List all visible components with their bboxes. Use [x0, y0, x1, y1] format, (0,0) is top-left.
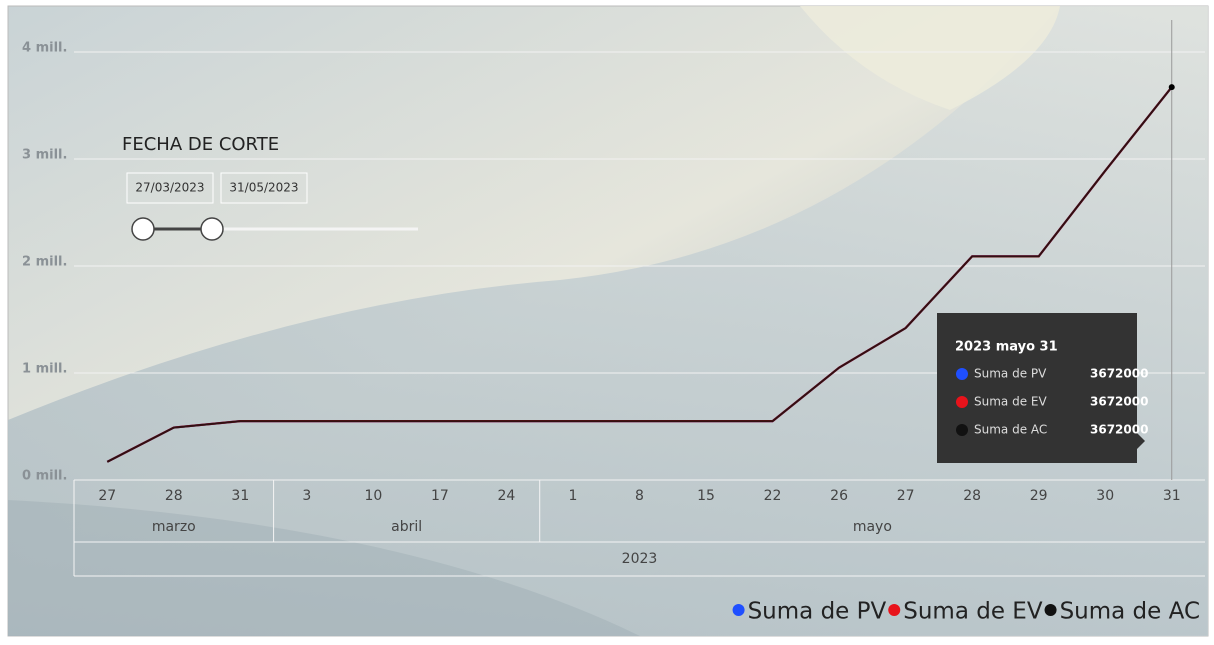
y-tick-label: 4 mill.	[22, 41, 67, 56]
x-tick-label: 28	[963, 488, 981, 504]
tooltip-value: 3672000	[1090, 367, 1148, 381]
x-tick-label: 27	[897, 488, 915, 504]
tooltip-name: Suma de PV	[974, 367, 1047, 381]
hover-point	[1168, 84, 1175, 91]
x-tick-label: 10	[364, 488, 382, 504]
x-tick-label: 8	[635, 488, 644, 504]
tooltip-swatch	[956, 424, 968, 436]
background-swirl	[8, 6, 1208, 636]
date-box[interactable]	[220, 172, 308, 204]
month-label: mayo	[853, 519, 892, 535]
x-tick-label: 28	[165, 488, 183, 504]
tooltip-swatch	[956, 396, 968, 408]
x-tick-label: 3	[302, 488, 311, 504]
x-tick-label: 15	[697, 488, 715, 504]
slicer-title: FECHA DE CORTE	[122, 134, 279, 155]
slider-handle[interactable]	[200, 217, 224, 241]
x-tick-label: 24	[498, 488, 516, 504]
year-label: 2023	[622, 551, 658, 567]
tooltip-value: 3672000	[1090, 423, 1148, 437]
x-tick-label: 1	[569, 488, 578, 504]
y-tick-label: 2 mill.	[22, 255, 67, 270]
x-tick-label: 31	[231, 488, 249, 504]
x-tick-label: 29	[1030, 488, 1048, 504]
slider-handle[interactable]	[131, 217, 155, 241]
month-label: abril	[391, 519, 422, 535]
tooltip: 2023 mayo 31 Suma de PV 3672000 Suma de EV 3…	[937, 313, 1148, 463]
x-tick-label: 31	[1163, 488, 1181, 504]
end-date: 31/05/2023	[229, 181, 298, 195]
chart: 0 mill. 1 mill. 2 mill. 3 mill. 4 mill. 27 28 3…	[22, 20, 1205, 625]
legend-label: Suma de EV	[903, 599, 1043, 625]
tooltip-title: 2023 mayo 31	[955, 340, 1058, 355]
slicer[interactable]: FECHA DE CORTE 27/03/2023 31/05/2023	[122, 134, 418, 241]
y-tick-label: 3 mill.	[22, 148, 67, 163]
y-tick-label: 0 mill.	[22, 469, 67, 484]
legend-swatch	[888, 604, 901, 616]
background-swirl	[8, 500, 640, 636]
legend-label: Suma de PV	[748, 599, 887, 625]
month-label: marzo	[152, 519, 196, 535]
tooltip-box	[937, 313, 1137, 463]
x-tick-label: 26	[830, 488, 848, 504]
date-box[interactable]	[126, 172, 214, 204]
legend-swatch	[732, 604, 745, 616]
x-tick-label: 17	[431, 488, 449, 504]
x-tick-label: 22	[764, 488, 782, 504]
legend-label: Suma de AC	[1060, 599, 1200, 625]
legend-swatch	[1044, 604, 1057, 616]
tooltip-pointer	[1137, 433, 1145, 449]
y-tick-label: 1 mill.	[22, 362, 67, 377]
tooltip-swatch	[956, 368, 968, 380]
background-swirl	[800, 6, 1060, 110]
series-line	[106, 86, 1173, 463]
tooltip-value: 3672000	[1090, 395, 1148, 409]
x-tick-label: 27	[98, 488, 116, 504]
x-tick-label: 30	[1096, 488, 1114, 504]
tooltip-name: Suma de AC	[974, 423, 1047, 437]
tooltip-name: Suma de EV	[974, 395, 1047, 409]
start-date: 27/03/2023	[135, 181, 204, 195]
